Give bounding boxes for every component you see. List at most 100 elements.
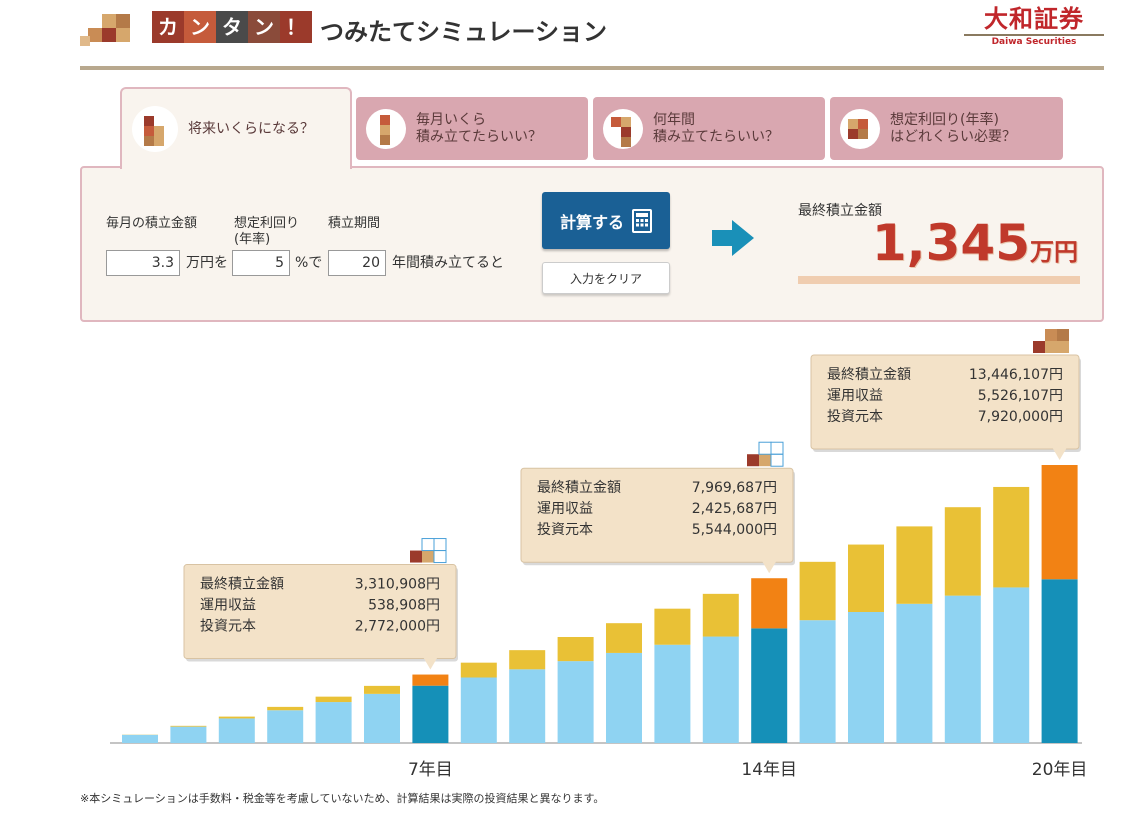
- bar-gain: [412, 674, 449, 686]
- bar-principal: [896, 603, 933, 743]
- bar-gain: [751, 578, 788, 629]
- rate-input[interactable]: 5: [232, 250, 290, 276]
- period-unit: 年間積み立てると: [392, 255, 504, 271]
- monthly-amount-input[interactable]: 3.3: [106, 250, 180, 276]
- callout-value: 538,908円: [368, 598, 440, 614]
- callout-bg: [520, 467, 794, 563]
- cube-icon: [770, 453, 784, 467]
- tab-label-line2: 積み立てたらいい？: [416, 128, 542, 145]
- result-underline: [798, 276, 1080, 284]
- cube-icon: [1045, 329, 1057, 341]
- arrow-right-icon: [712, 220, 754, 256]
- bar-gain: [654, 608, 691, 645]
- callout-label: 投資元本: [537, 522, 593, 538]
- tab-label-line2: 積み立てたらいい？: [653, 128, 779, 145]
- tab-label-line1: 何年間: [653, 111, 695, 128]
- bar-gain: [557, 636, 594, 662]
- tab-label-line2: はどれくらい必要？: [890, 128, 1016, 145]
- cube-icon: [1045, 341, 1057, 353]
- tab-label: 将来いくらになる？: [188, 121, 314, 138]
- tab-label: 何年間 積み立てたらいい？: [653, 112, 779, 146]
- cube-stack-icon: [132, 106, 178, 152]
- bar-gain: [218, 716, 255, 719]
- bar-principal: [218, 718, 255, 743]
- cube-icon: [747, 454, 759, 467]
- callout-bg: [183, 564, 457, 660]
- tab-yield[interactable]: 想定利回り(年率) はどれくらい必要？: [830, 97, 1063, 160]
- calculate-button[interactable]: 計算する: [542, 192, 670, 249]
- callout-label: 運用収益: [200, 598, 256, 614]
- cube-icon: [770, 441, 784, 455]
- bar-gain: [702, 593, 739, 637]
- callout-label: 投資元本: [827, 409, 883, 425]
- rate-label-annual: (年率): [234, 232, 271, 247]
- cube-icon: [422, 550, 434, 563]
- callout-label: 最終積立金額: [537, 480, 621, 496]
- input-panel: 毎月の積立金額 想定利回り (年率) 積立期間 3.3 万円を 5 %で 20 …: [80, 166, 1104, 322]
- bar-principal: [557, 661, 594, 743]
- calculator-icon: [632, 208, 652, 233]
- bar-gain: [944, 507, 981, 596]
- x-tick-label: 7年目: [408, 760, 453, 780]
- result-value: 1,345万円: [842, 212, 1078, 283]
- tab-label: 毎月いくら 積み立てたらいい？: [416, 112, 542, 146]
- tab-future-amount[interactable]: 将来いくらになる？: [120, 87, 352, 169]
- brand-main: 大和証券: [984, 4, 1084, 33]
- badge-char: ン: [184, 11, 216, 43]
- cube-icon: [433, 550, 447, 564]
- callout-value: 2,772,000円: [355, 619, 440, 635]
- callout-value: 5,544,000円: [692, 522, 777, 538]
- cube-stack-icon: [366, 108, 406, 149]
- period-input[interactable]: 20: [328, 250, 386, 276]
- bar-gain: [799, 561, 836, 621]
- bar-gain: [460, 662, 497, 678]
- bar-principal: [993, 587, 1030, 743]
- bar-gain: [170, 725, 207, 727]
- cube-icon: [758, 441, 772, 455]
- callout-label: 運用収益: [827, 388, 883, 404]
- tab-monthly-amount[interactable]: 毎月いくら 積み立てたらいい？: [356, 97, 588, 160]
- bar-gain: [315, 696, 352, 703]
- callout-value: 7,969,687円: [692, 480, 777, 496]
- bar-gain: [1041, 465, 1078, 580]
- callout-pointer: [762, 561, 777, 574]
- bar-principal: [364, 693, 400, 743]
- monthly-unit: 万円を: [186, 255, 228, 271]
- brand-sub: Daiwa Securities: [991, 37, 1077, 47]
- rate-label: 想定利回り: [234, 216, 300, 231]
- disclaimer-note: ※本シミュレーションは手数料・税金等を考慮していないため、計算結果は実際の投資結…: [80, 792, 605, 805]
- badge-char: ！: [280, 11, 312, 43]
- bar-principal: [944, 595, 981, 743]
- badge-char: カ: [152, 11, 184, 43]
- rate-unit: %で: [295, 255, 323, 271]
- kantan-badge: カ ン タ ン ！: [152, 11, 312, 43]
- callout-label: 最終積立金額: [827, 367, 911, 383]
- callout-label: 運用収益: [537, 501, 593, 517]
- cubes-logo-icon: [80, 14, 130, 46]
- cube-icon: [1057, 341, 1069, 353]
- brand-logo[interactable]: 大和証券 Daiwa Securities: [964, 4, 1104, 47]
- callout-value: 5,526,107円: [978, 388, 1063, 404]
- tab-years[interactable]: 何年間 積み立てたらいい？: [593, 97, 825, 160]
- tab-bar: 将来いくらになる？ 毎月いくら 積み立てたらいい？ 何年間 積み立てたらいい？: [120, 87, 1064, 169]
- tab-label: 想定利回り(年率) はどれくらい必要？: [890, 112, 1016, 146]
- clear-input-button[interactable]: 入力をクリア: [542, 262, 670, 294]
- cube-icon: [433, 538, 447, 552]
- result-number: 1,345: [871, 214, 1030, 272]
- x-tick-label: 14年目: [741, 760, 797, 780]
- result-unit: 万円: [1030, 238, 1078, 266]
- calculate-label: 計算する: [559, 212, 624, 232]
- result-label: 最終積立金額: [798, 203, 882, 219]
- tab-label-line1: 毎月いくら: [416, 111, 486, 128]
- tab-label-line1: 将来いくらになる？: [188, 120, 314, 137]
- bar-principal: [1041, 579, 1078, 743]
- monthly-label: 毎月の積立金額: [106, 216, 198, 231]
- bar-gain: [606, 623, 642, 653]
- bar-principal: [799, 620, 836, 743]
- header: カ ン タ ン ！ つみたてシミュレーション 大和証券 Daiwa Securi…: [80, 0, 1104, 70]
- callout-value: 2,425,687円: [692, 501, 777, 517]
- cube-icon: [759, 454, 771, 467]
